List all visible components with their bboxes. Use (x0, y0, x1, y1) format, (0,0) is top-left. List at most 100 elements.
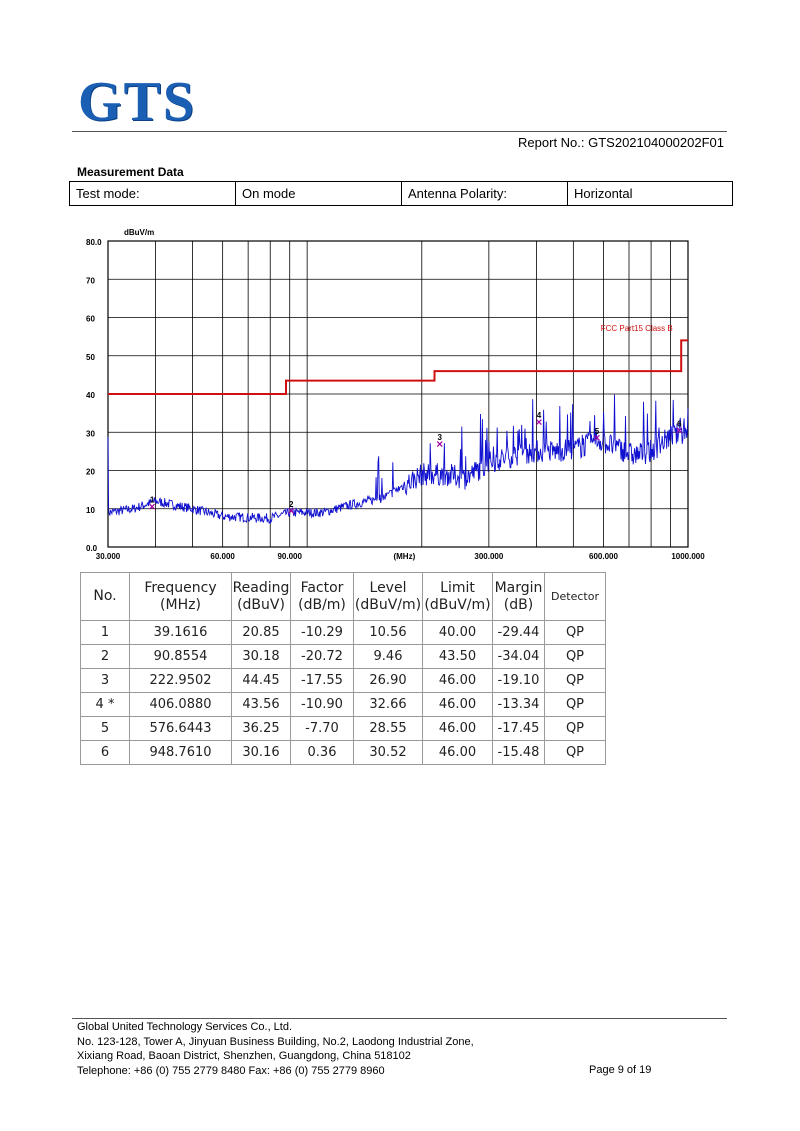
table-cell: 32.66 (353, 692, 423, 717)
table-row: 3 222.9502 44.45 -17.55 26.90 46.00 -19.10 QP (80, 668, 606, 693)
table-cell: -34.04 (492, 644, 545, 669)
table-cell: -7.70 (290, 716, 354, 741)
table-cell: -17.55 (290, 668, 354, 693)
measurement-trace (107, 394, 689, 524)
x-tick-label: 60.000 (210, 552, 235, 561)
column-header: Margin (dB) (492, 572, 545, 621)
table-cell: 9.46 (353, 644, 423, 669)
table-cell: 46.00 (422, 692, 493, 717)
table-cell: 90.8554 (129, 644, 232, 669)
table-row: 2 90.8554 30.18 -20.72 9.46 43.50 -34.04 QP (80, 644, 606, 669)
table-cell: 28.55 (353, 716, 423, 741)
table-cell: 46.00 (422, 716, 493, 741)
marker-label: 5 (595, 427, 600, 436)
column-header: Frequency (MHz) (129, 572, 232, 621)
table-cell: -29.44 (492, 620, 545, 645)
x-tick-label: 30.000 (96, 552, 121, 561)
x-tick-label: 600.000 (589, 552, 618, 561)
table-cell: QP (544, 716, 606, 741)
table-cell: 10.56 (353, 620, 423, 645)
table-cell: 30.52 (353, 740, 423, 765)
y-tick-label: 70 (86, 276, 95, 285)
measurement-results-table: No. Frequency (MHz) Reading (dBuV) Factor (dB/… (80, 572, 606, 765)
antenna-polarity-label: Antenna Polarity: (401, 181, 568, 206)
marker-x (288, 507, 295, 514)
column-header: Factor (dB/m) (290, 572, 354, 621)
column-header: Detector (544, 572, 606, 621)
footer-address: Global United Technology Services Co., L… (77, 1020, 474, 1078)
footer-company: Global United Technology Services Co., L… (77, 1021, 293, 1033)
table-cell: 43.56 (231, 692, 291, 717)
table-cell: 39.1616 (129, 620, 232, 645)
table-cell: -13.34 (492, 692, 545, 717)
footer-phone-fax: Telephone: +86 (0) 755 2779 8480 Fax: +8… (77, 1064, 385, 1077)
column-header: Reading (dBuV) (231, 572, 291, 621)
column-header: Level (dBuV/m) (353, 572, 423, 621)
table-cell: 46.00 (422, 668, 493, 693)
table-cell: -19.10 (492, 668, 545, 693)
column-header: No. (80, 572, 130, 621)
table-cell: 576.6443 (129, 716, 232, 741)
limit-line (108, 339, 688, 395)
table-cell: 3 (80, 668, 130, 693)
y-tick-label: 0.0 (86, 544, 98, 553)
table-cell: -10.90 (290, 692, 354, 717)
footer-divider (72, 1018, 727, 1019)
y-tick-label: 80.0 (86, 238, 102, 247)
table-row: 6 948.7610 30.16 0.36 30.52 46.00 -15.48 QP (80, 740, 606, 765)
antenna-polarity-value: Horizontal (567, 181, 733, 206)
table-cell: -15.48 (492, 740, 545, 765)
test-mode-value: On mode (235, 181, 402, 206)
y-tick-label: 50 (86, 353, 95, 362)
measurement-data-title: Measurement Data (77, 165, 184, 179)
table-cell: 40.00 (422, 620, 493, 645)
table-cell: QP (544, 620, 606, 645)
marker-x (536, 419, 542, 426)
table-row: 4 * 406.0880 43.56 -10.90 32.66 46.00 -13.34 QP (80, 692, 606, 717)
y-axis-unit: dBuV/m (124, 228, 154, 237)
x-tick-label: 1000.000 (671, 552, 705, 561)
table-row: 1 39.1616 20.85 -10.29 10.56 40.00 -29.44 QP (80, 620, 606, 645)
table-cell: 30.16 (231, 740, 291, 765)
table-cell: QP (544, 644, 606, 669)
company-logo: GTS (78, 71, 197, 133)
header-divider (72, 131, 727, 132)
column-header: Limit (dBuV/m) (422, 572, 493, 621)
test-mode-label: Test mode: (69, 181, 236, 206)
table-cell: -20.72 (290, 644, 354, 669)
table-cell: 6 (80, 740, 130, 765)
marker-label: 6 (677, 419, 682, 428)
page-number: Page 9 of 19 (589, 1064, 652, 1076)
marker-label: 1 (150, 496, 155, 505)
table-row: 5 576.6443 36.25 -7.70 28.55 46.00 -17.45 QP (80, 716, 606, 741)
table-cell: 30.18 (231, 644, 291, 669)
marker-label: 3 (438, 433, 443, 442)
y-tick-label: 60 (86, 315, 95, 324)
marker-x (149, 503, 156, 510)
table-cell: 46.00 (422, 740, 493, 765)
footer-address-line1: No. 123-128, Tower A, Jinyuan Business B… (77, 1035, 474, 1048)
marker-x (436, 441, 443, 448)
report-number: Report No.: GTS202104000202F01 (518, 135, 724, 150)
footer-address-line2: Xixiang Road, Baoan District, Shenzhen, … (77, 1050, 411, 1062)
table-cell: 43.50 (422, 644, 493, 669)
table-cell: 1 (80, 620, 130, 645)
x-tick-label: 300.000 (474, 552, 503, 561)
table-cell: 44.45 (231, 668, 291, 693)
table-cell: -17.45 (492, 716, 545, 741)
table-cell: QP (544, 740, 606, 765)
marker-x (594, 434, 600, 441)
y-tick-label: 10 (86, 506, 95, 515)
marker-label: 4 (537, 411, 542, 420)
y-tick-label: 30 (86, 429, 95, 438)
table-cell: 406.0880 (129, 692, 232, 717)
y-tick-label: 20 (86, 468, 95, 477)
table-cell: 222.9502 (129, 668, 232, 693)
table-cell: 0.36 (290, 740, 354, 765)
table-cell: QP (544, 668, 606, 693)
table-cell: 948.7610 (129, 740, 232, 765)
table-cell: 2 (80, 644, 130, 669)
table-cell: 20.85 (231, 620, 291, 645)
marker-label: 2 (289, 500, 294, 509)
table-cell: -10.29 (290, 620, 354, 645)
